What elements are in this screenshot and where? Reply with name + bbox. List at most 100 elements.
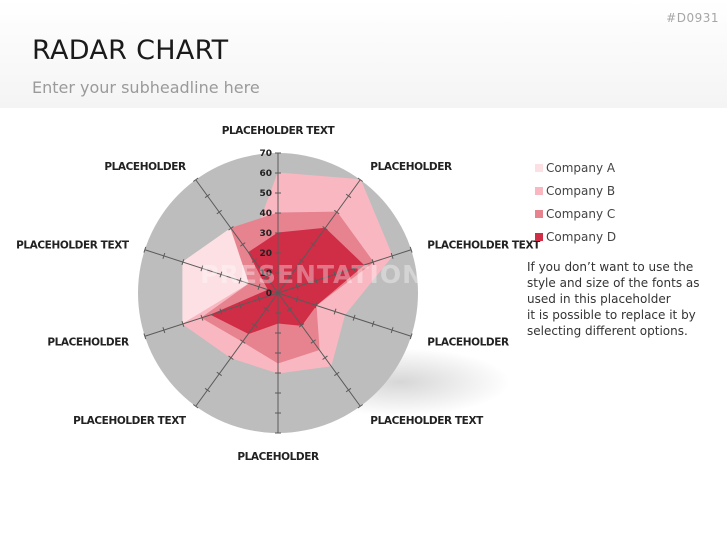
category-label: PLACEHOLDER TEXT xyxy=(222,125,336,137)
tick-label: 70 xyxy=(259,149,272,159)
axis-tick xyxy=(322,226,328,231)
axis-tick xyxy=(298,258,305,263)
axis-tick xyxy=(345,193,352,199)
tick-label: 20 xyxy=(259,249,272,259)
watermark-text: PRESENTATIONLOAD xyxy=(200,260,503,289)
axis-tick xyxy=(314,302,318,309)
axis-tick xyxy=(238,277,242,284)
category-label: PLACEHOLDER xyxy=(370,161,452,173)
chart-legend: Company A Company B Company C Company D xyxy=(535,156,616,248)
axis-tick xyxy=(333,271,337,278)
axis-tick xyxy=(409,333,413,340)
axis-tick xyxy=(390,252,394,259)
tick-label: 10 xyxy=(259,269,272,279)
axis-tick xyxy=(263,307,269,312)
axis-tick xyxy=(357,177,364,182)
axis-tick xyxy=(345,387,352,393)
axis-tick xyxy=(314,277,318,284)
category-label: PLACEHOLDER xyxy=(237,451,319,463)
note-line: selecting different options. xyxy=(527,324,688,338)
radar-axis xyxy=(144,292,279,337)
axis-tick xyxy=(287,307,293,312)
note-line: style and size of the fonts as xyxy=(527,276,700,290)
axis-tick xyxy=(219,271,223,278)
axis-tick xyxy=(333,308,337,315)
axis-tick xyxy=(371,259,375,266)
legend-swatch-company-d xyxy=(535,232,543,241)
legend-swatch-company-c xyxy=(535,209,543,218)
legend-swatch-company-a xyxy=(535,163,543,172)
category-label: PLACEHOLDER xyxy=(47,337,129,349)
axis-tick xyxy=(162,327,166,334)
axis-tick xyxy=(143,333,147,340)
axis-tick xyxy=(257,283,261,290)
axis-tick xyxy=(228,226,234,231)
axis-tick xyxy=(334,371,340,377)
axis-tick xyxy=(181,259,185,266)
legend-item-company-d: Company D xyxy=(535,225,616,248)
axis-tick xyxy=(352,314,356,321)
radar-axis xyxy=(144,249,279,294)
tick-label: 60 xyxy=(259,169,272,179)
axis-tick xyxy=(287,274,293,279)
axis-tick xyxy=(263,274,269,279)
axis-tick xyxy=(240,242,246,247)
axis-tick xyxy=(352,265,356,272)
axis-tick xyxy=(390,327,394,334)
axis-tick xyxy=(192,404,199,409)
axis-tick xyxy=(257,296,261,303)
legend-item-company-a: Company A xyxy=(535,156,616,179)
axis-tick xyxy=(295,283,299,290)
axis-tick xyxy=(310,242,316,247)
legend-item-company-b: Company B xyxy=(535,179,616,202)
tick-label: 40 xyxy=(259,209,272,219)
radar-axis xyxy=(195,292,279,407)
axis-tick xyxy=(371,320,375,327)
note-line: If you don’t want to use the xyxy=(527,260,694,274)
category-label: PLACEHOLDER TEXT xyxy=(16,240,130,252)
placeholder-note: If you don’t want to use the style and s… xyxy=(527,259,717,339)
axis-tick xyxy=(298,323,305,328)
axis-tick xyxy=(295,296,299,303)
header-band xyxy=(0,0,727,108)
slide-id: #D0931 xyxy=(666,11,719,25)
category-label: PLACEHOLDER xyxy=(104,161,186,173)
page-subtitle: Enter your subheadline here xyxy=(32,78,260,97)
axis-tick xyxy=(322,355,328,360)
axis-tick xyxy=(204,193,211,199)
legend-swatch-company-b xyxy=(535,186,543,195)
radar-axis xyxy=(277,292,361,407)
axis-tick xyxy=(181,320,185,327)
axis-tick xyxy=(238,302,242,309)
axis-tick xyxy=(251,323,258,328)
axis-tick xyxy=(192,177,199,182)
tick-label: 0 xyxy=(266,289,272,299)
axis-tick xyxy=(357,404,364,409)
axis-tick xyxy=(310,339,316,344)
legend-label-company-a: Company A xyxy=(546,160,616,175)
tick-label: 50 xyxy=(259,189,272,199)
category-label: PLACEHOLDER TEXT xyxy=(73,415,187,427)
radar-axis xyxy=(277,292,412,337)
axis-tick xyxy=(204,387,211,393)
radar-axis xyxy=(277,179,361,294)
category-label: PLACEHOLDER TEXT xyxy=(427,240,541,252)
legend-item-company-c: Company C xyxy=(535,202,616,225)
page-title: RADAR CHART xyxy=(32,35,229,66)
axis-tick xyxy=(216,209,222,215)
note-line: used in this placeholder xyxy=(527,292,671,306)
category-label: PLACEHOLDER TEXT xyxy=(370,415,484,427)
axis-tick xyxy=(228,355,234,360)
axis-tick xyxy=(162,252,166,259)
tick-label: 30 xyxy=(259,229,272,239)
axis-tick xyxy=(251,258,258,263)
category-label: PLACEHOLDER xyxy=(427,337,509,349)
axis-tick xyxy=(219,308,223,315)
radar-axis xyxy=(277,249,412,294)
note-line: it is possible to replace it by xyxy=(527,308,696,322)
axis-tick xyxy=(240,339,246,344)
legend-label-company-b: Company B xyxy=(546,183,616,198)
radar-axis xyxy=(195,179,279,294)
axis-tick xyxy=(216,371,222,377)
